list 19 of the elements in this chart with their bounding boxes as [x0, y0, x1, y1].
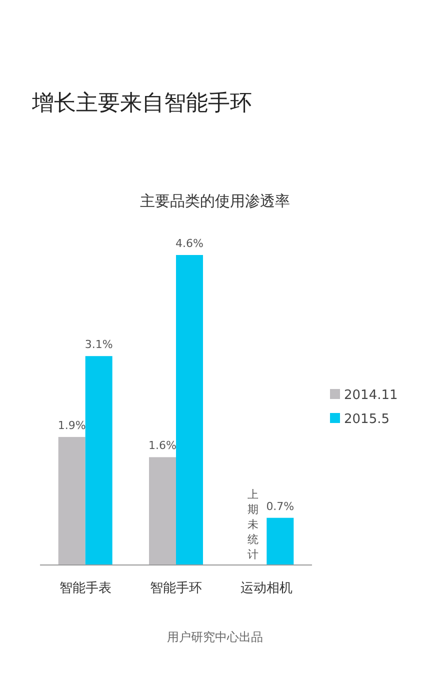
- bar: [266, 518, 294, 565]
- chart-subtitle: 主要品类的使用渗透率: [140, 192, 290, 210]
- annotation: 上期未统计: [248, 488, 259, 561]
- data-label: 1.9%: [58, 418, 86, 432]
- bar: [176, 255, 203, 565]
- text: 用户研究中心出品: [167, 630, 263, 644]
- x-tick-label: 智能手环: [150, 581, 202, 596]
- bar: [58, 436, 86, 565]
- chart-title: 增长主要来自智能手环: [31, 91, 252, 116]
- legend-label: 2014.11: [344, 388, 398, 403]
- data-label: 0.7%: [266, 500, 294, 513]
- bar: [85, 356, 112, 565]
- bar: [149, 457, 176, 565]
- data-label: 4.6%: [176, 237, 204, 250]
- legend-label: 2015.5: [344, 412, 390, 427]
- x-tick-label: 智能手表: [59, 581, 112, 596]
- data-label: 3.1%: [84, 338, 113, 352]
- data-label: 1.6%: [148, 439, 176, 452]
- x-tick-label: 运动相机: [240, 581, 293, 596]
